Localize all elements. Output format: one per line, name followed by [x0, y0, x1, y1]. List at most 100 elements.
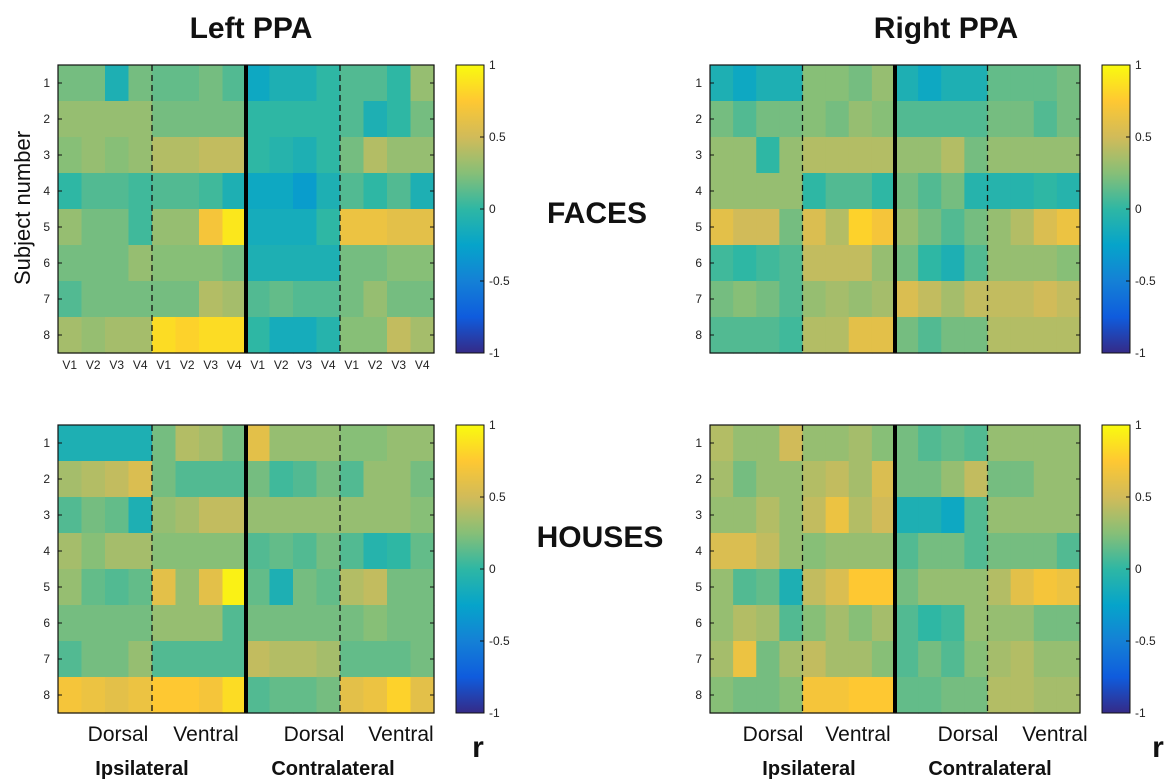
- heatmap-cell: [293, 425, 318, 462]
- heatmap-cell: [81, 569, 106, 606]
- heatmap-cell: [222, 101, 247, 138]
- heatmap-cell: [825, 245, 850, 282]
- heatmap-cell: [199, 65, 224, 102]
- heatmap-cell: [293, 533, 318, 570]
- heatmap-cell: [340, 137, 365, 174]
- heatmap-cell: [128, 605, 153, 642]
- heatmap-cell: [756, 209, 780, 246]
- heatmap-cell: [756, 605, 780, 642]
- heatmap-cell: [363, 569, 388, 606]
- heatmap-cell: [152, 173, 177, 210]
- heatmap-cell: [363, 137, 388, 174]
- houses-label: HOUSES: [537, 521, 664, 554]
- heatmap-cell: [175, 209, 200, 246]
- heatmap-cell: [1056, 281, 1081, 318]
- colorbar-tick-label: 1: [489, 58, 496, 72]
- heatmap-cell: [199, 245, 224, 282]
- heatmap-cell: [1056, 317, 1081, 354]
- heatmap-cell: [175, 605, 200, 642]
- heatmap-frame: [709, 64, 1081, 354]
- heatmap-cell: [58, 605, 83, 642]
- heatmap-cell: [222, 245, 247, 282]
- heatmap-cell: [199, 281, 224, 318]
- heatmap-cell: [128, 569, 153, 606]
- heatmap-cell: [105, 209, 130, 246]
- heatmap-cell: [825, 425, 850, 462]
- heatmap-cell: [848, 461, 873, 498]
- heatmap-cell: [848, 245, 873, 282]
- column-tick-label: V2: [274, 358, 289, 372]
- heatmap-cell: [293, 677, 318, 714]
- left-ppa-title: Left PPA: [190, 12, 313, 45]
- heatmap-cell: [779, 605, 804, 642]
- heatmap-cell: [269, 677, 294, 714]
- heatmap-cell: [175, 677, 200, 714]
- heatmap-cell: [269, 173, 294, 210]
- colorbar-tick-label: 0: [1135, 202, 1142, 216]
- heatmap-cell: [387, 173, 412, 210]
- heatmap-cell: [152, 641, 177, 678]
- heatmap-cell: [1056, 245, 1081, 282]
- heatmap-cell: [1033, 101, 1058, 138]
- heatmap-cell: [175, 245, 200, 282]
- heatmap-cell: [340, 317, 365, 354]
- heatmap-cell: [128, 461, 153, 498]
- heatmap-cell: [895, 533, 919, 570]
- heatmap-cell: [58, 65, 83, 102]
- heatmap-cell: [987, 209, 1012, 246]
- heatmap-cell: [733, 101, 757, 138]
- heatmap-cell: [81, 101, 106, 138]
- heatmap-cell: [964, 173, 989, 210]
- row-tick-label: 2: [43, 112, 50, 126]
- heatmap-cell: [1010, 569, 1035, 606]
- side-label-ipsilateral: Ipsilateral: [762, 758, 855, 780]
- heatmap-cell: [316, 569, 341, 606]
- heatmap-cell: [1010, 65, 1035, 102]
- heatmap-cell: [293, 173, 318, 210]
- heatmap-cell: [1010, 605, 1035, 642]
- heatmap-cell: [1056, 569, 1081, 606]
- heatmap-cell: [128, 497, 153, 534]
- heatmap-cell: [175, 137, 200, 174]
- heatmap-cell: [871, 425, 896, 462]
- heatmap-cell: [58, 101, 83, 138]
- heatmap-cell: [81, 173, 106, 210]
- heatmap-cell: [802, 65, 827, 102]
- heatmap-cell: [871, 533, 896, 570]
- heatmap-cell: [848, 209, 873, 246]
- colorbar: [455, 64, 485, 354]
- heatmap-cell: [1010, 317, 1035, 354]
- heatmap-cell: [802, 533, 827, 570]
- heatmap-cell: [733, 209, 757, 246]
- heatmap-cell: [340, 605, 365, 642]
- row-tick-label: 3: [695, 508, 702, 522]
- heatmap-cell: [293, 461, 318, 498]
- heatmap-cell: [987, 425, 1012, 462]
- heatmap-cell: [895, 245, 919, 282]
- row-tick-label: 6: [43, 616, 50, 630]
- heatmap-cell: [128, 137, 153, 174]
- heatmap-cell: [918, 137, 942, 174]
- column-tick-label: V2: [86, 358, 101, 372]
- heatmap-cell: [246, 461, 271, 498]
- heatmap-cell: [152, 497, 177, 534]
- heatmap-cell: [733, 65, 757, 102]
- heatmap-cell: [710, 425, 734, 462]
- heatmap-cell: [918, 281, 942, 318]
- heatmap-cell: [246, 101, 271, 138]
- column-tick-label: V1: [250, 358, 265, 372]
- heatmap-cell: [987, 317, 1012, 354]
- heatmap-cell: [246, 533, 271, 570]
- colorbar-tick-label: -1: [1135, 346, 1146, 360]
- heatmap-cell: [710, 317, 734, 354]
- colorbar-tick-label: 0.5: [489, 130, 506, 144]
- heatmap-cell: [895, 173, 919, 210]
- heatmap-cell: [58, 245, 83, 282]
- heatmap-cell: [895, 281, 919, 318]
- heatmap-cell: [802, 209, 827, 246]
- heatmap-frame: [57, 64, 435, 354]
- heatmap-cell: [81, 641, 106, 678]
- heatmap-cell: [895, 461, 919, 498]
- heatmap-cell: [964, 101, 989, 138]
- heatmap-cell: [269, 569, 294, 606]
